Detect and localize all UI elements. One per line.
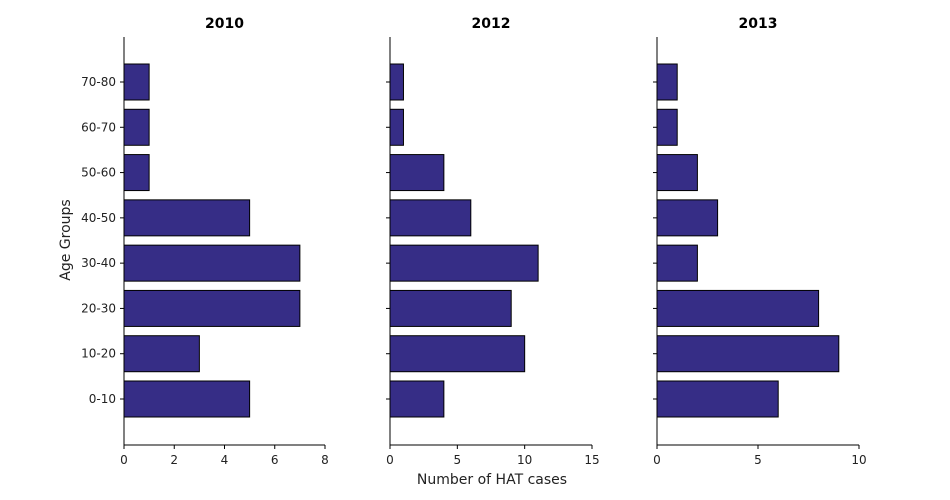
x-tick-label: 8	[321, 453, 329, 467]
bar-10-20	[656, 335, 840, 373]
x-tick-label: 0	[120, 453, 128, 467]
bar-50-60	[389, 154, 445, 192]
bar-0-10	[123, 380, 251, 418]
bar-70-80	[123, 63, 150, 101]
panel-title: 2012	[472, 16, 511, 32]
y-tick-label: 70-80	[81, 75, 116, 89]
x-tick-label: 6	[271, 453, 279, 467]
panel-title: 2013	[739, 16, 778, 32]
bar-20-30	[656, 289, 820, 327]
panel-title: 2010	[205, 16, 244, 32]
bar-30-40	[656, 244, 698, 282]
bar-0-10	[389, 380, 445, 418]
x-axis-label: Number of HAT cases	[417, 472, 567, 488]
bar-30-40	[389, 244, 539, 282]
bar-50-60	[123, 154, 150, 192]
panel-2013: 2013 0 5 10	[653, 16, 867, 467]
panel-2012: 2012 0 5 10 15	[386, 16, 600, 467]
y-tick-label: 20-30	[81, 301, 116, 315]
x-tick-label: 0	[653, 453, 661, 467]
bar-40-50	[656, 199, 719, 237]
x-tick-label: 2	[170, 453, 178, 467]
x-tick-label: 4	[221, 453, 229, 467]
y-tick-label: 10-20	[81, 347, 116, 361]
y-tick-label: 40-50	[81, 211, 116, 225]
bar-0-10	[656, 380, 779, 418]
bar-70-80	[389, 63, 404, 101]
bar-60-70	[656, 108, 678, 146]
chart-panels: 20100-1010-2020-3030-4040-5050-6060-7070…	[81, 16, 867, 467]
x-tick-label: 15	[584, 453, 599, 467]
y-tick-label: 0-10	[89, 392, 116, 406]
x-tick-label: 10	[517, 453, 532, 467]
bar-50-60	[656, 154, 698, 192]
x-tick-label: 0	[386, 453, 394, 467]
bar-70-80	[656, 63, 678, 101]
y-tick-label: 60-70	[81, 120, 116, 134]
bar-10-20	[389, 335, 526, 373]
y-tick-label: 50-60	[81, 166, 116, 180]
y-axis-label: Age Groups	[58, 199, 74, 280]
x-tick-label: 5	[754, 453, 762, 467]
panel-2010: 2010 0-10 10-20 20-30 30-40 40-50 50-60 60-70 70…	[81, 16, 329, 467]
bar-20-30	[123, 289, 301, 327]
y-tick-label: 30-40	[81, 256, 116, 270]
bar-30-40	[123, 244, 301, 282]
x-tick-label: 10	[851, 453, 866, 467]
bar-40-50	[123, 199, 251, 237]
x-tick-label: 5	[454, 453, 462, 467]
bar-10-20	[123, 335, 200, 373]
bar-60-70	[389, 108, 404, 146]
bar-40-50	[389, 199, 472, 237]
bar-20-30	[389, 289, 512, 327]
bar-60-70	[123, 108, 150, 146]
